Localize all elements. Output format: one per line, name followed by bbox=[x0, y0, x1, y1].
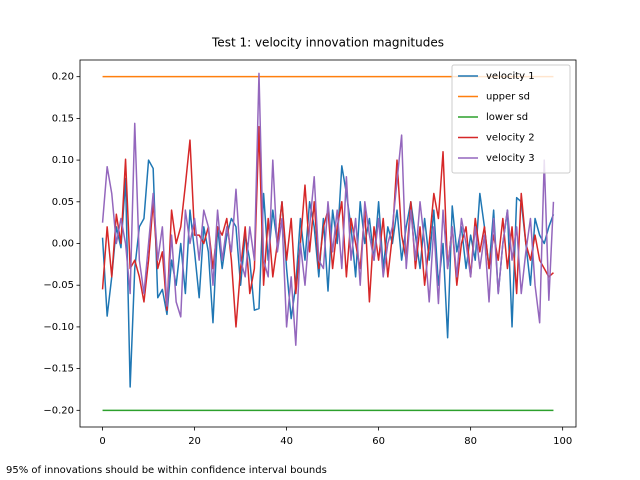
legend-label: upper sd bbox=[486, 92, 530, 103]
x-tick-label: 60 bbox=[372, 436, 385, 447]
x-tick-label: 100 bbox=[553, 436, 572, 447]
y-tick-label: −0.15 bbox=[43, 364, 74, 375]
series-line bbox=[101, 72, 555, 347]
legend-label: lower sd bbox=[486, 112, 528, 123]
x-tick-label: 0 bbox=[99, 436, 105, 447]
y-tick-label: 0.00 bbox=[52, 239, 74, 250]
y-tick-label: 0.10 bbox=[52, 155, 74, 166]
legend-label: velocity 2 bbox=[486, 133, 535, 144]
legend-box bbox=[451, 64, 571, 174]
x-tick-label: 20 bbox=[188, 436, 201, 447]
series-line bbox=[101, 159, 555, 388]
axes-frame bbox=[79, 59, 577, 428]
y-tick-label: 0.20 bbox=[52, 72, 74, 83]
legend-label: velocity 1 bbox=[486, 71, 535, 82]
legend-label: velocity 3 bbox=[486, 153, 535, 164]
y-tick-label: −0.20 bbox=[43, 405, 74, 416]
y-tick-label: 0.15 bbox=[52, 113, 74, 124]
y-tick-label: −0.10 bbox=[43, 322, 74, 333]
chart-title: Test 1: velocity innovation magnitudes bbox=[211, 36, 444, 50]
y-tick-label: 0.05 bbox=[52, 197, 74, 208]
x-tick-label: 40 bbox=[280, 436, 293, 447]
x-tick-label: 80 bbox=[464, 436, 477, 447]
y-tick-label: −0.05 bbox=[43, 280, 74, 291]
annotation: 95% of innovations should be within conf… bbox=[6, 465, 327, 476]
